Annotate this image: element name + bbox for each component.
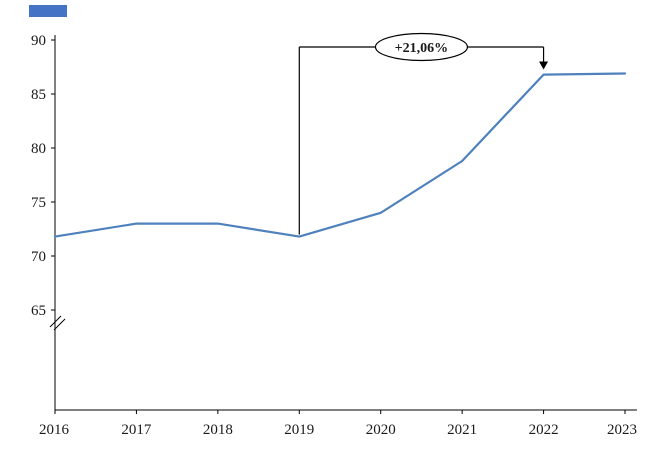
x-tick-label: 2019 (284, 422, 314, 438)
data-line-series (53, 72, 627, 238)
x-tick-label: 2017 (121, 422, 152, 438)
x-tick-label: 2018 (203, 422, 233, 438)
annotation-arrowhead-icon (539, 61, 549, 70)
y-tick-label: 85 (31, 87, 46, 103)
corner-blue-marker (29, 5, 67, 17)
y-tick-label: 90 (31, 33, 46, 49)
y-tick-label: 80 (31, 141, 46, 157)
x-tick-label: 2022 (529, 422, 559, 438)
x-tick-label: 2016 (39, 422, 70, 438)
x-tick-label: 2021 (447, 422, 477, 438)
y-tick-label: 70 (31, 249, 46, 265)
axis-break-icon (53, 318, 66, 331)
y-tick-label: 75 (31, 195, 46, 211)
annotation-ellipse (374, 32, 469, 62)
y-tick-label: 65 (31, 303, 46, 319)
x-tick-label: 2023 (607, 422, 637, 438)
annotation-label: +21,06% (395, 41, 448, 56)
axis-break-icon (49, 315, 62, 328)
x-tick-label: 2020 (366, 422, 396, 438)
